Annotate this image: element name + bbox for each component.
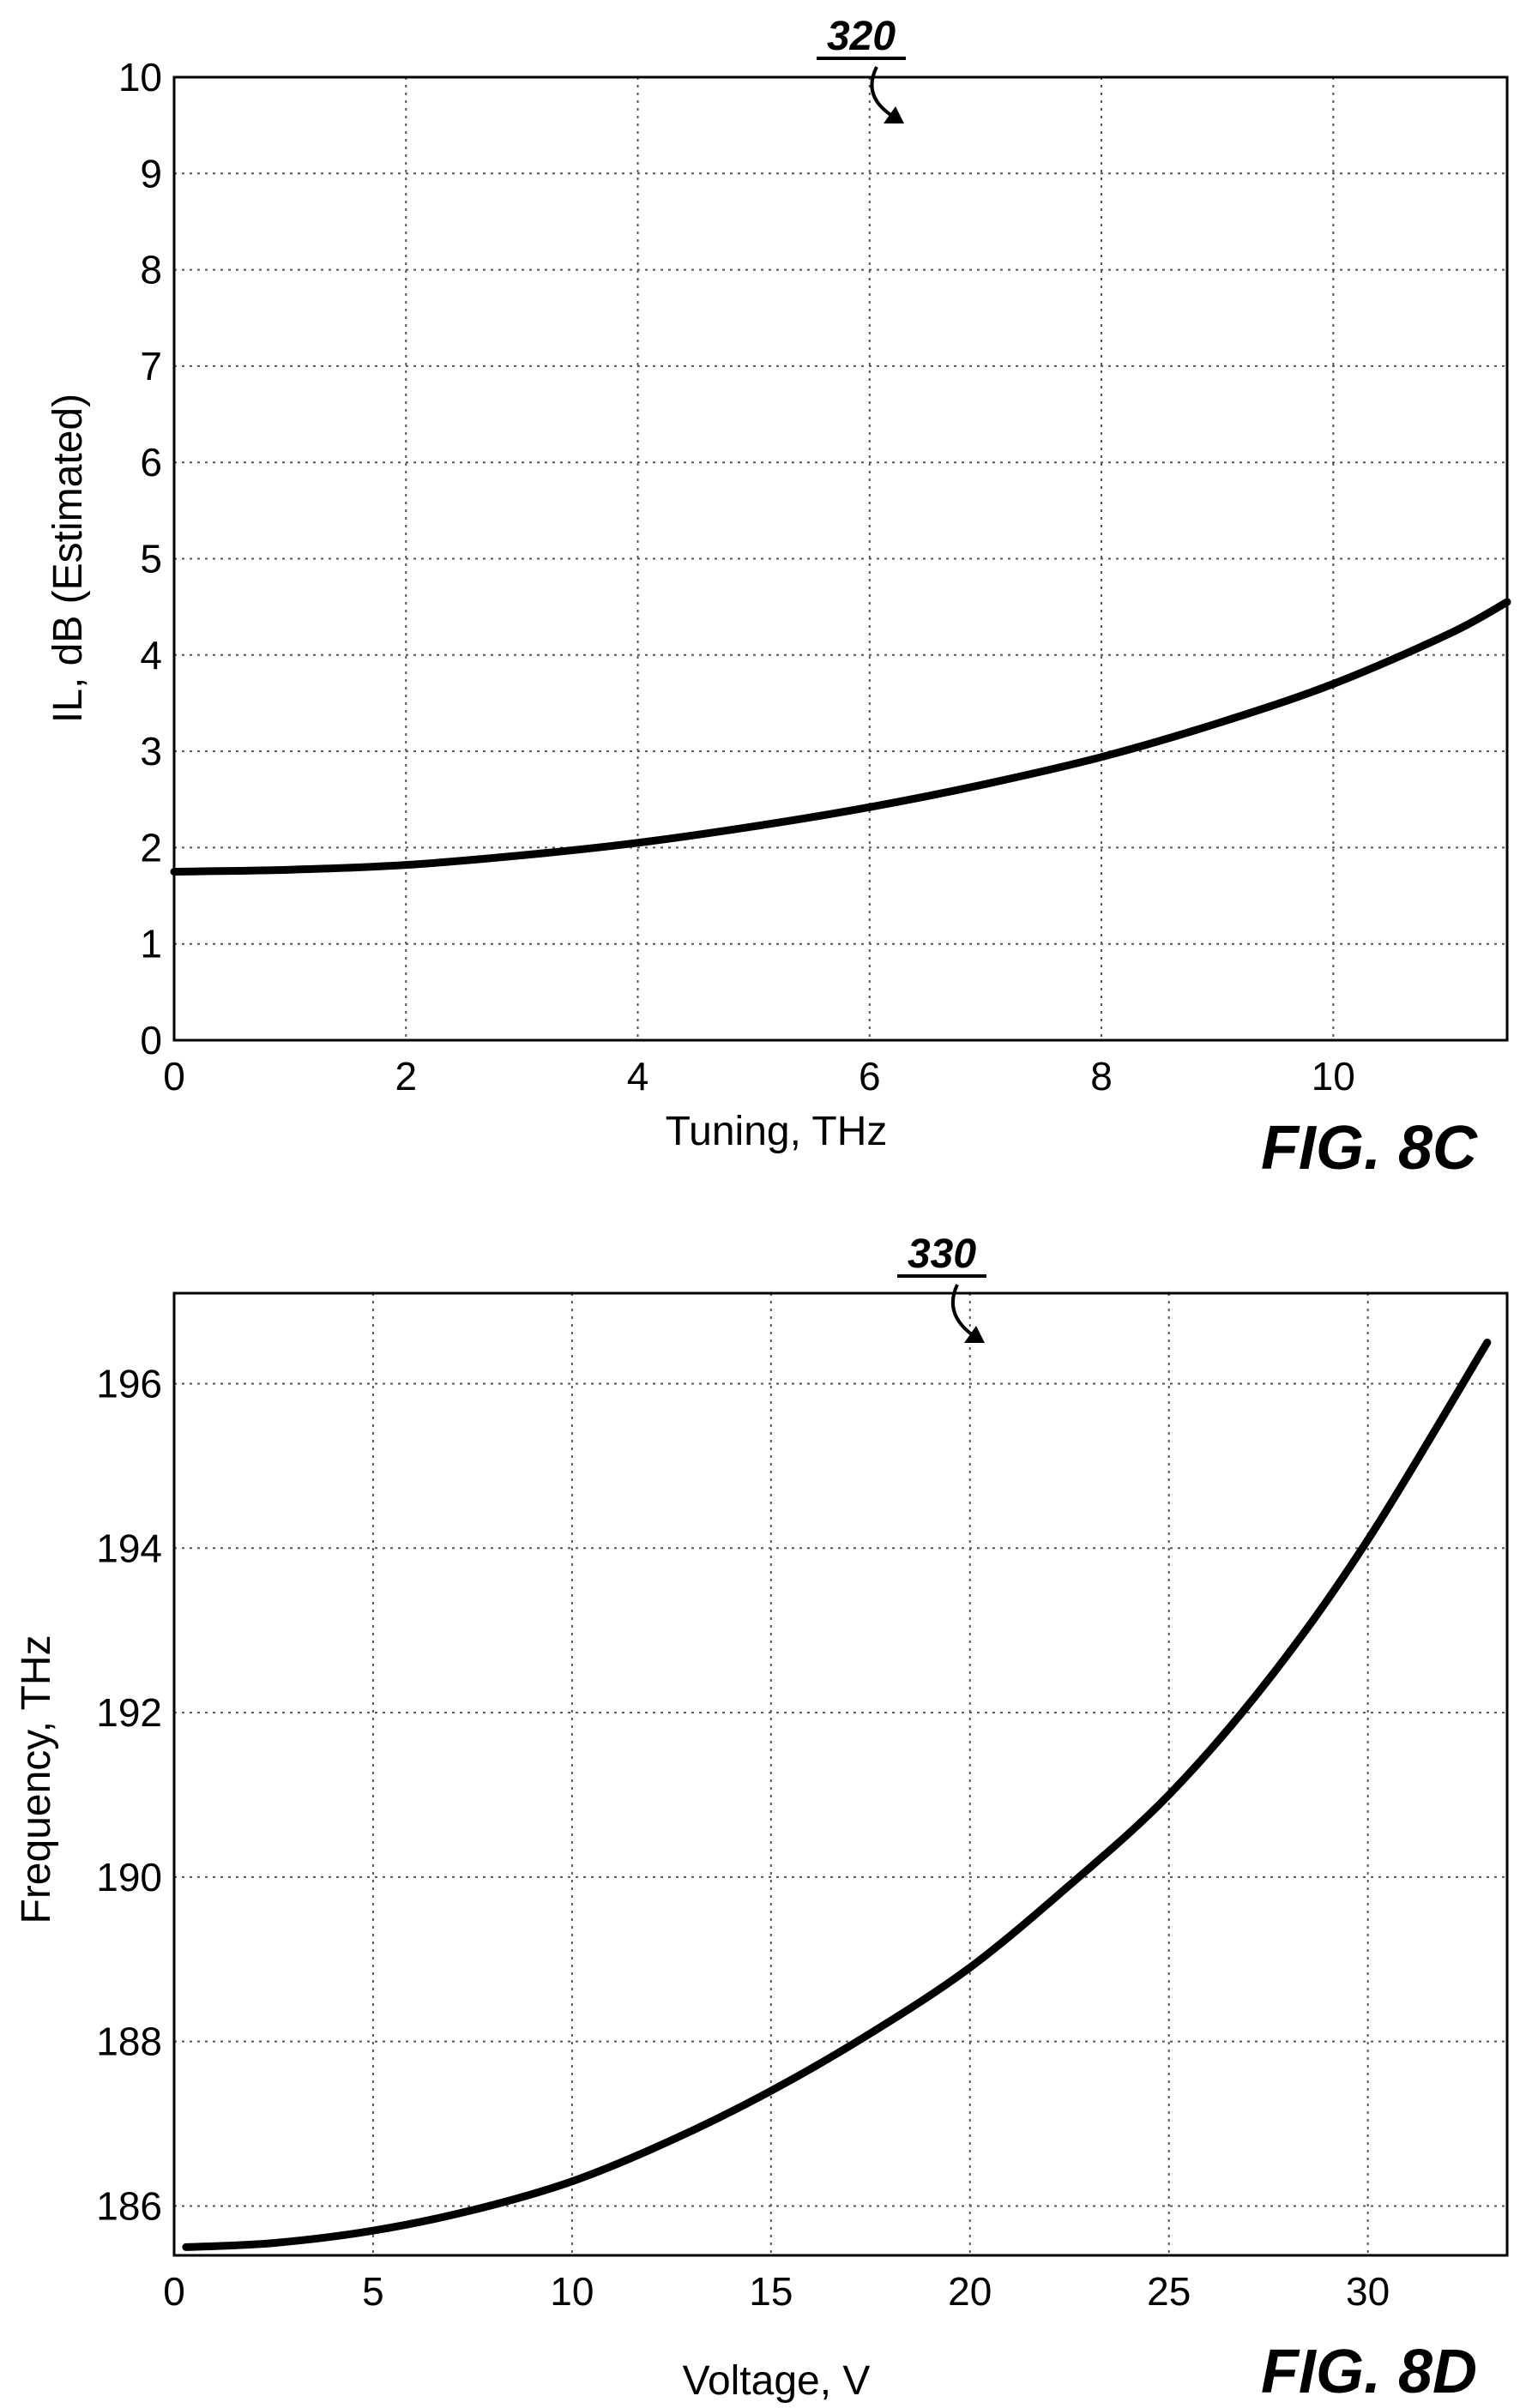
arrowhead-icon [964,1326,985,1343]
x-axis-title: Tuning, THz [666,1109,888,1154]
x-tick-label: 25 [1147,2269,1191,2314]
x-tick-label: 15 [749,2269,793,2314]
y-tick-label: 1 [140,922,162,966]
il-curve [170,598,1511,876]
chart-fig-8c: 0 2 4 6 8 10 0 1 2 3 4 5 6 7 8 9 10 Tuning, THz IL, dB … [45,14,1511,1183]
figure-label: FIG. 8D [1261,2338,1477,2406]
y-tick-label: 196 [96,1361,162,1406]
x-tick-label: 20 [948,2269,992,2314]
y-tick-label: 8 [140,248,162,292]
y-tick-label: 5 [140,537,162,581]
y-axis-title: IL, dB (Estimated) [45,394,91,723]
y-tick-label: 0 [140,1018,162,1063]
y-tick-labels: 186 188 190 192 194 196 [96,1361,162,2228]
y-tick-label: 4 [140,633,162,677]
y-tick-label: 188 [96,2020,162,2064]
x-tick-label: 6 [859,1054,881,1099]
reference-numeral-group: 330 [897,1231,986,1343]
x-axis-title: Voltage, V [683,2358,871,2404]
x-tick-label: 0 [163,1054,185,1099]
x-tick-label: 10 [1312,1054,1355,1099]
reference-numeral: 320 [827,14,896,59]
y-tick-label: 7 [140,344,162,388]
y-tick-label: 9 [140,151,162,196]
x-tick-label: 2 [395,1054,417,1099]
arrowhead-icon [884,106,904,123]
figure-label: FIG. 8C [1261,1114,1478,1183]
grid-lines [174,1293,1507,2255]
y-tick-labels: 0 1 2 3 4 5 6 7 8 9 10 [118,55,162,1063]
reference-numeral-group: 320 [817,14,906,123]
leader-line [870,66,894,117]
y-tick-label: 3 [140,729,162,774]
grid-lines [174,77,1507,1040]
plot-frame [172,75,1509,1042]
x-tick-label: 8 [1090,1054,1113,1099]
frequency-curve [182,1339,1492,2251]
y-tick-label: 186 [96,2183,162,2228]
x-tick-label: 10 [550,2269,594,2314]
leader-line [950,1284,974,1337]
y-tick-label: 194 [96,1526,162,1570]
reference-numeral: 330 [908,1231,976,1277]
y-tick-label: 192 [96,1690,162,1735]
y-axis-title: Frequency, THz [14,1634,59,1923]
plot-frame [172,1291,1509,2257]
x-tick-labels: 0 5 10 15 20 25 30 [163,2269,1390,2314]
y-tick-label: 2 [140,825,162,870]
x-tick-labels: 0 2 4 6 8 10 [163,1054,1355,1099]
y-tick-label: 10 [118,55,162,99]
y-tick-label: 190 [96,1855,162,1899]
x-tick-label: 0 [163,2269,185,2314]
x-tick-label: 4 [627,1054,649,1099]
x-tick-label: 5 [362,2269,384,2314]
x-tick-label: 30 [1346,2269,1390,2314]
y-tick-label: 6 [140,440,162,485]
chart-fig-8d: 0 5 10 15 20 25 30 186 188 190 192 194 196 Voltage,… [14,1231,1509,2406]
